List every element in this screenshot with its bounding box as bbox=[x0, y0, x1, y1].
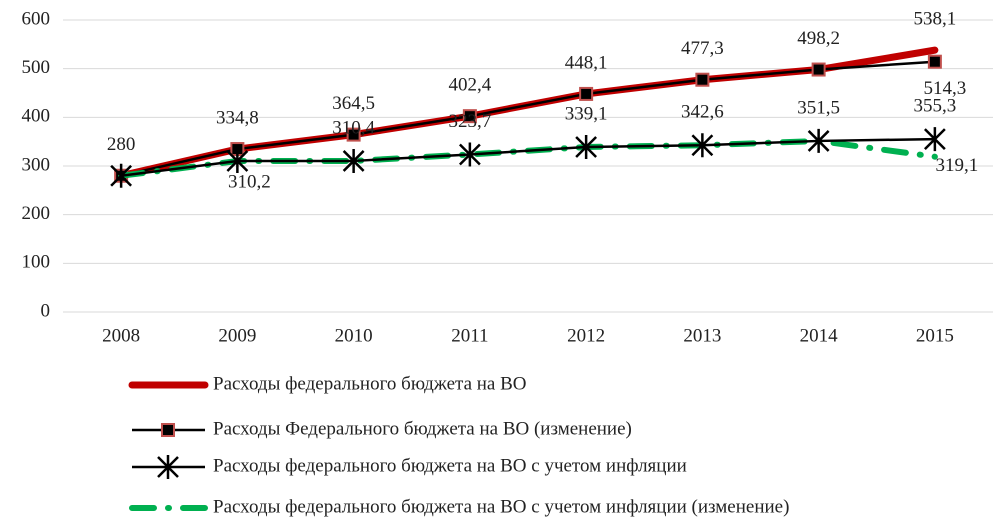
legend-label: Расходы федерального бюджета на ВО с уче… bbox=[213, 455, 687, 476]
star-marker bbox=[342, 148, 365, 173]
star-marker bbox=[110, 163, 133, 188]
data-label: 448,1 bbox=[565, 52, 608, 73]
data-label: 310,2 bbox=[228, 171, 271, 192]
data-label: 339,1 bbox=[565, 103, 608, 124]
square-marker bbox=[927, 54, 942, 69]
x-tick-label: 2015 bbox=[916, 325, 954, 346]
square-marker bbox=[579, 86, 594, 101]
x-tick-label: 2012 bbox=[567, 325, 605, 346]
star-marker bbox=[458, 142, 481, 167]
legend-label: Расходы федерального бюджета на ВО с уче… bbox=[213, 496, 789, 517]
y-tick-label: 200 bbox=[22, 203, 51, 224]
square-marker bbox=[695, 72, 710, 87]
series-line bbox=[120, 137, 935, 177]
data-label: 477,3 bbox=[681, 38, 724, 59]
data-label: 280 bbox=[107, 134, 136, 155]
data-label: 334,8 bbox=[216, 107, 259, 128]
square-marker bbox=[161, 423, 175, 437]
data-label: 342,6 bbox=[681, 102, 724, 123]
star-marker bbox=[226, 149, 249, 174]
legend-label: Расходы федерального бюджета на ВО bbox=[213, 373, 527, 394]
x-tick-label: 2011 bbox=[451, 325, 488, 346]
series-line bbox=[120, 60, 935, 177]
x-tick-label: 2008 bbox=[102, 325, 140, 346]
star-marker bbox=[575, 134, 598, 159]
y-tick-label: 500 bbox=[22, 57, 51, 78]
data-label: 514,3 bbox=[924, 78, 967, 99]
data-label: 498,2 bbox=[797, 28, 840, 49]
x-tick-label: 2009 bbox=[218, 325, 256, 346]
star-marker bbox=[923, 127, 946, 152]
y-tick-label: 100 bbox=[22, 252, 51, 273]
data-label: 351,5 bbox=[797, 97, 840, 118]
star-marker bbox=[807, 128, 830, 153]
y-tick-label: 300 bbox=[22, 154, 51, 175]
data-label: 402,4 bbox=[449, 75, 492, 96]
square-marker bbox=[346, 127, 361, 142]
x-tick-label: 2013 bbox=[683, 325, 721, 346]
y-tick-label: 600 bbox=[22, 8, 51, 29]
data-label: 538,1 bbox=[914, 8, 957, 29]
data-label: 355,3 bbox=[914, 95, 957, 116]
data-label: 364,5 bbox=[332, 93, 375, 114]
y-tick-label: 400 bbox=[22, 106, 51, 127]
data-label: 310,4 bbox=[332, 117, 375, 138]
square-marker bbox=[462, 109, 477, 124]
legend-label: Расходы Федерального бюджета на ВО (изме… bbox=[213, 418, 632, 439]
y-tick-label: 0 bbox=[41, 300, 51, 321]
star-marker bbox=[157, 455, 179, 479]
x-tick-label: 2014 bbox=[800, 325, 839, 346]
data-label: 319,1 bbox=[936, 155, 979, 176]
square-marker bbox=[811, 62, 826, 77]
data-label: 323,7 bbox=[449, 111, 492, 132]
x-tick-label: 2010 bbox=[335, 325, 373, 346]
star-marker bbox=[691, 133, 714, 158]
